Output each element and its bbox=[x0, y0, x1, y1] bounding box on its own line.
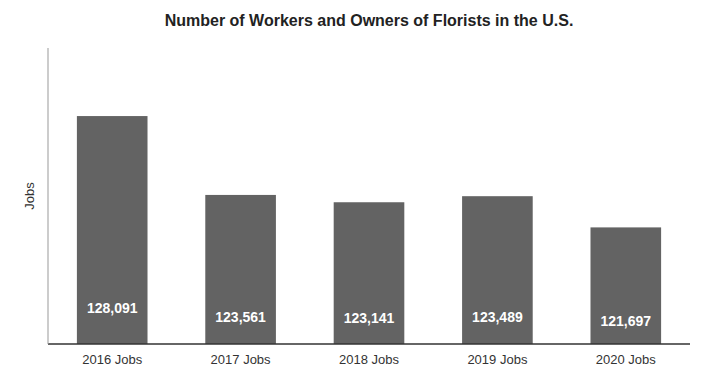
data-labels: 128,091 123,561 123,141 123,489 121,697 bbox=[87, 300, 651, 329]
data-label: 123,141 bbox=[344, 310, 395, 326]
x-tick-label: 2020 Jobs bbox=[596, 352, 656, 367]
x-tick-label: 2016 Jobs bbox=[82, 352, 142, 367]
data-label: 121,697 bbox=[600, 313, 651, 329]
bar bbox=[590, 227, 661, 344]
data-label: 123,489 bbox=[472, 309, 523, 325]
chart-container: Number of Workers and Owners of Florists… bbox=[0, 0, 710, 388]
y-axis-label: Jobs bbox=[22, 182, 37, 210]
chart-svg: Number of Workers and Owners of Florists… bbox=[0, 0, 710, 388]
x-tick-label: 2018 Jobs bbox=[339, 352, 399, 367]
x-axis-line bbox=[48, 343, 690, 345]
bars bbox=[77, 116, 661, 344]
data-label: 128,091 bbox=[87, 300, 138, 316]
bar bbox=[205, 195, 276, 344]
bar bbox=[334, 202, 405, 344]
data-label: 123,561 bbox=[215, 309, 266, 325]
page: {"chart_data": {"type": "bar", "title": … bbox=[0, 0, 710, 388]
y-axis-line bbox=[48, 48, 49, 344]
x-tick-labels: 2016 Jobs 2017 Jobs 2018 Jobs 2019 Jobs 2020… bbox=[82, 352, 656, 367]
x-tick-label: 2017 Jobs bbox=[211, 352, 271, 367]
bar bbox=[77, 116, 148, 344]
x-tick-label: 2019 Jobs bbox=[467, 352, 527, 367]
chart-title: Number of Workers and Owners of Florists… bbox=[165, 12, 574, 29]
bar bbox=[462, 196, 533, 344]
